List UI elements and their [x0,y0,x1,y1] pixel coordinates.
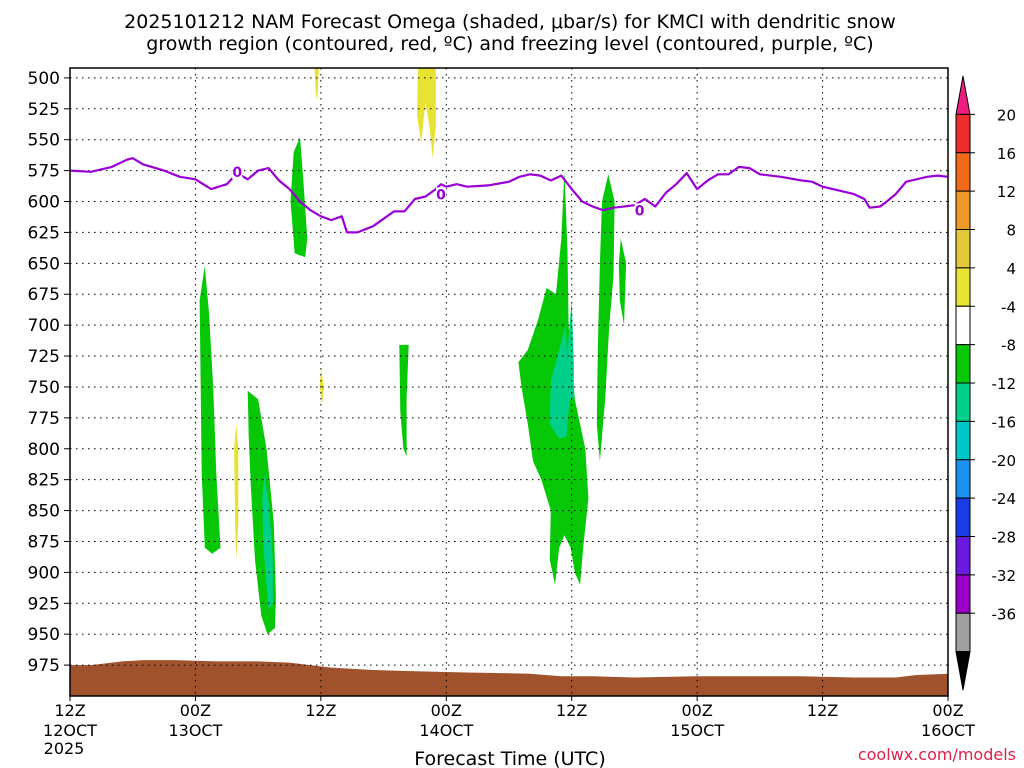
x-tick-label-year: 2025 [44,739,85,758]
colorbar-segment [955,420,971,461]
colorbar-label: -8 [1001,337,1016,355]
colorbar-label: -32 [992,567,1017,585]
contour-label: 0 [635,203,645,219]
x-tick-label-time: 00Z [431,701,462,720]
colorbar-top-arrow [955,75,971,115]
colorbar-segment [955,267,971,307]
y-tick-label: 625 [28,223,60,243]
colorbar-label: 16 [997,145,1016,163]
y-tick-label: 725 [28,347,60,367]
y-tick-label: 750 [28,378,60,398]
colorbar-segment [955,190,971,230]
y-tick-label: 925 [28,594,60,614]
omega-shading [199,68,627,635]
x-tick-label-date: 13OCT [168,721,222,740]
colorbar-bottom-arrow [955,651,971,691]
colorbar-segment [955,113,971,154]
colorbar-segment [955,229,971,269]
y-axis: 500 525 550 575 600 625 650 675 700 725 750 775 800 8… [28,69,70,676]
y-tick-label: 650 [28,254,60,274]
y-tick-label: 675 [28,285,60,305]
omega-region [319,368,324,406]
y-tick-label: 575 [28,162,60,182]
omega-region [549,325,570,439]
colorbar-segment [955,459,971,499]
contour-label-background [436,187,447,202]
colorbar-label: -20 [992,452,1017,470]
chart-title-line1: 2025101212 NAM Forecast Omega (shaded, μ… [124,11,896,33]
omega-region [596,174,615,462]
x-tick-label-date: 15OCT [670,721,724,740]
colorbar-label: -4 [1001,298,1016,316]
omega-region [417,68,436,159]
y-tick-label: 775 [28,409,60,429]
colorbar-segment [955,152,971,192]
y-tick-label: 550 [28,131,60,151]
y-tick-label: 525 [28,100,60,120]
x-tick-label-date: 12OCT [43,721,97,740]
y-tick-label: 900 [28,563,60,583]
freezing-level-contour: 0 0 0 [69,157,949,234]
y-tick-label: 875 [28,532,60,552]
y-tick-label: 700 [28,316,60,336]
omega-region [262,473,273,610]
colorbar-label: 12 [997,183,1016,201]
x-tick-label-time: 00Z [681,701,712,720]
colorbar-label: -12 [992,375,1017,393]
omega-region [618,238,627,326]
colorbar-segment [955,382,971,422]
colorbar-label: -36 [992,605,1017,623]
x-tick-label-time: 00Z [932,701,963,720]
y-tick-label: 500 [28,69,60,89]
x-axis-label: Forecast Time (UTC) [414,748,605,768]
colorbar-label: -24 [992,490,1017,508]
contour-label-background [232,165,243,180]
chart-title-line2: growth region (contoured, red, ºC) and f… [146,33,873,55]
y-tick-label: 950 [28,625,60,645]
y-tick-label: 975 [28,656,60,676]
y-tick-label: 850 [28,502,60,522]
colorbar-label: 4 [1006,260,1016,278]
x-tick-label-time: 12Z [556,701,587,720]
y-tick-label: 800 [28,440,60,460]
contour-label: 0 [436,187,446,203]
plot-frame [69,67,949,697]
x-tick-label-time: 12Z [305,701,336,720]
credit-text: coolwx.com/models [858,745,1016,764]
omega-region [234,424,239,560]
terrain-fill [70,660,948,696]
x-tick-label-date: 14OCT [419,721,473,740]
x-tick-label-date: 16OCT [921,721,975,740]
contour-label-background [634,203,645,218]
colorbar-label: -16 [992,413,1017,431]
colorbar-label: -28 [992,529,1017,547]
colorbar-segment [955,305,971,346]
colorbar-segment [955,497,971,537]
y-tick-label: 825 [28,471,60,491]
x-tick-label-time: 12Z [54,701,85,720]
colorbar-label: 20 [997,106,1016,124]
x-tick-label-time: 00Z [180,701,211,720]
colorbar-segment [955,574,971,614]
omega-region [399,344,409,457]
plot-background [70,68,948,696]
omega-region [199,265,221,554]
x-tick-label-time: 12Z [807,701,838,720]
freezing-level-line [69,157,949,234]
omega-region [290,137,308,258]
colorbar-segment [955,344,971,384]
contour-label: 0 [232,165,242,181]
colorbar-label: 8 [1006,222,1016,240]
omega-region [314,68,319,101]
omega-region [567,300,574,400]
colorbar: 20 16 12 8 4 -4 -8 -12 -16 -20 -24 -28 -32 -36 [955,75,1017,691]
y-tick-label: 600 [28,193,60,213]
colorbar-segment [955,612,971,653]
colorbar-segment [955,536,971,576]
terrain-area [70,660,948,696]
grid-lines [70,68,948,696]
